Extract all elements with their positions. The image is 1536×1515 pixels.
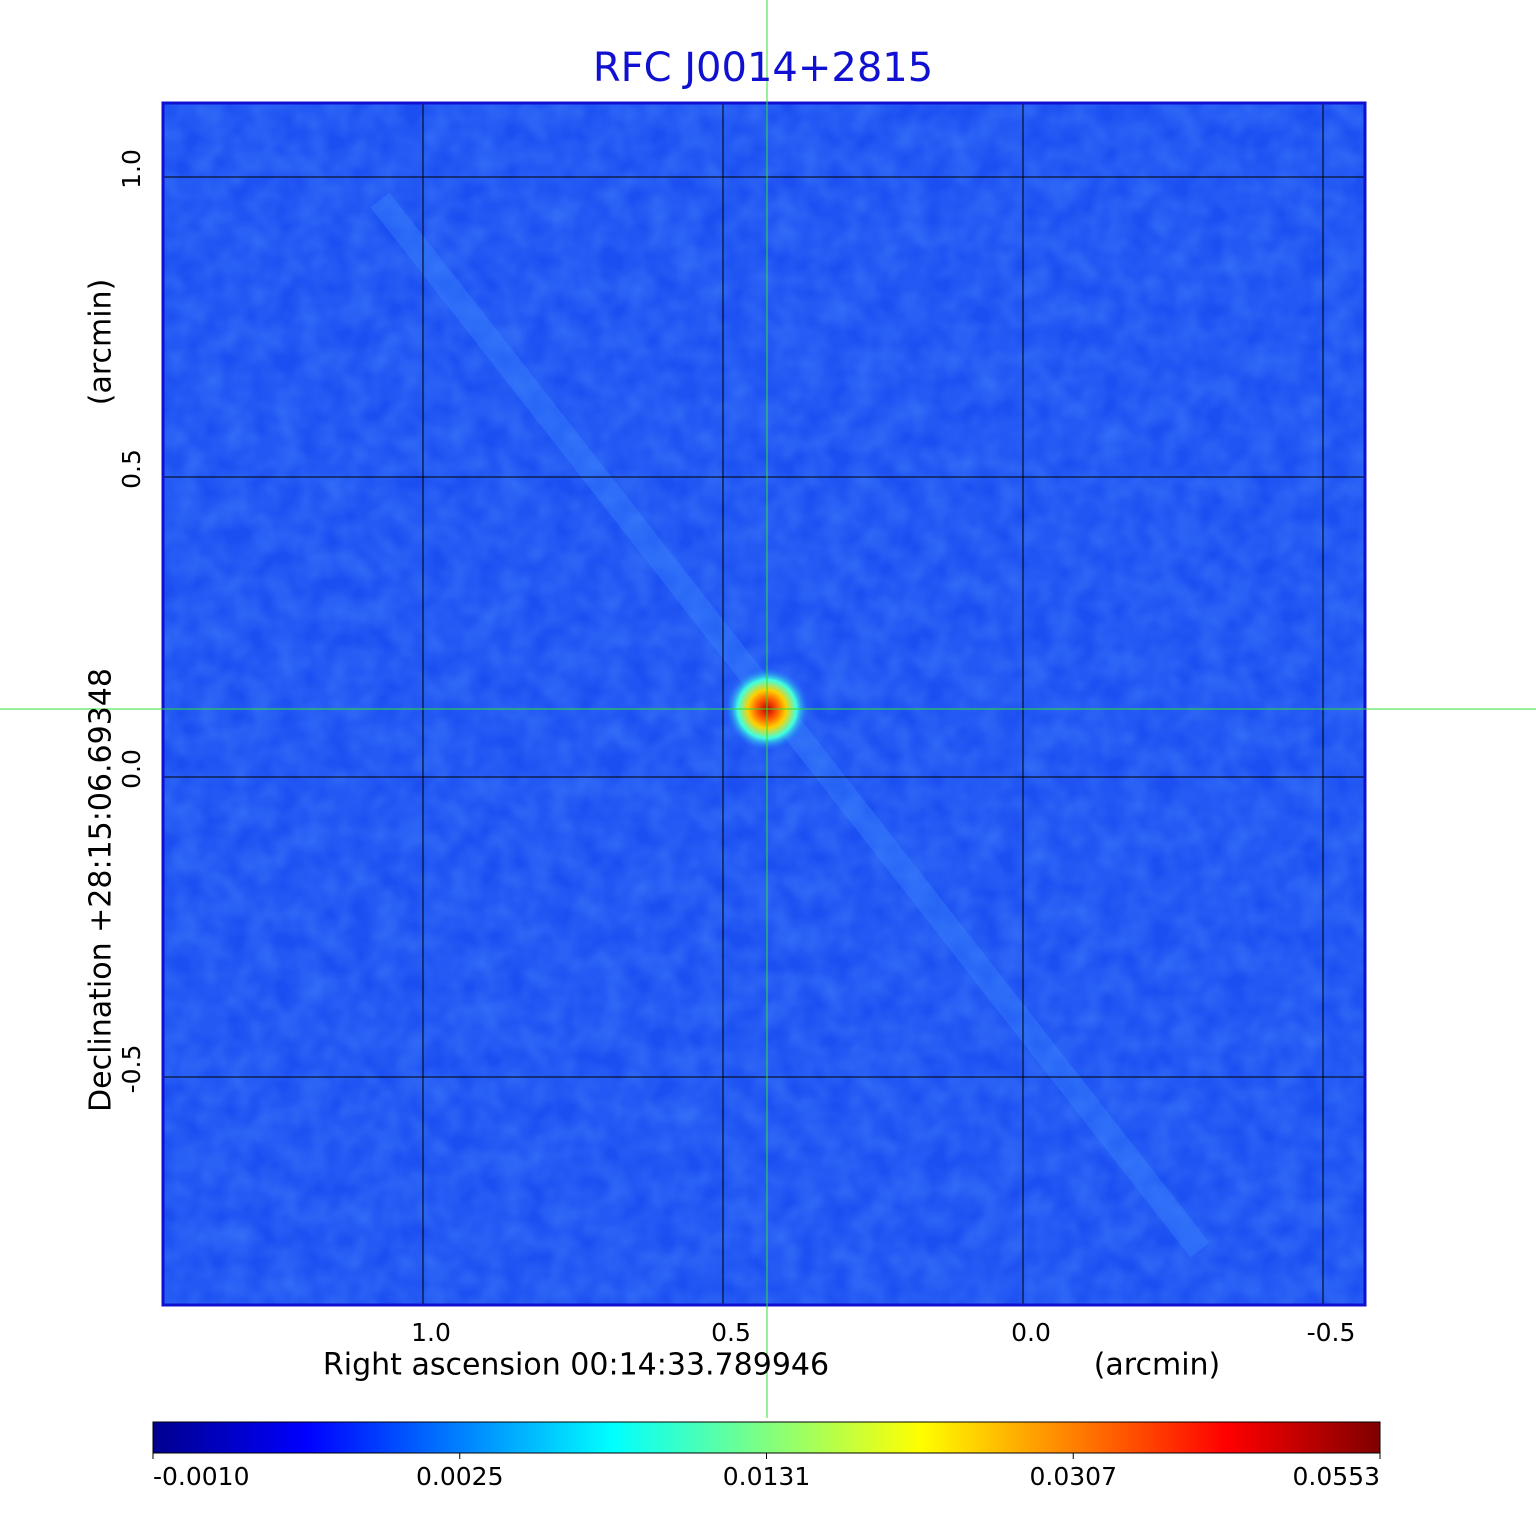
y-axis-unit: (arcmin) — [84, 279, 119, 406]
y-axis-label: Declination +28:15:06.69348 — [84, 668, 119, 1112]
plot-frame — [161, 101, 1367, 1307]
y-tick-label: 0.0 — [117, 749, 146, 789]
y-tick-label: -0.5 — [117, 1045, 146, 1094]
colorbar — [152, 1421, 1381, 1454]
colorbar-tick-label: 0.0025 — [416, 1462, 503, 1491]
y-tick-label: 0.5 — [117, 449, 146, 489]
colorbar-tick-label: 0.0131 — [723, 1462, 810, 1491]
colorbar-tick-label: -0.0010 — [153, 1462, 250, 1491]
chart-title: RFC J0014+2815 — [593, 45, 933, 91]
grid — [163, 103, 1365, 1305]
x-tick-label: 0.0 — [1011, 1318, 1051, 1347]
y-tick-label: 1.0 — [117, 149, 146, 189]
x-tick-label: 1.0 — [411, 1318, 451, 1347]
colorbar-tick-label: 0.0307 — [1030, 1462, 1117, 1491]
image — [163, 103, 1365, 1305]
x-axis-unit: (arcmin) — [1094, 1348, 1221, 1383]
x-axis-label: Right ascension 00:14:33.789946 — [323, 1348, 829, 1383]
x-tick-label: -0.5 — [1307, 1318, 1356, 1347]
x-tick-label: 0.5 — [711, 1318, 751, 1347]
colorbar-tick-label: 0.0553 — [1293, 1462, 1380, 1491]
